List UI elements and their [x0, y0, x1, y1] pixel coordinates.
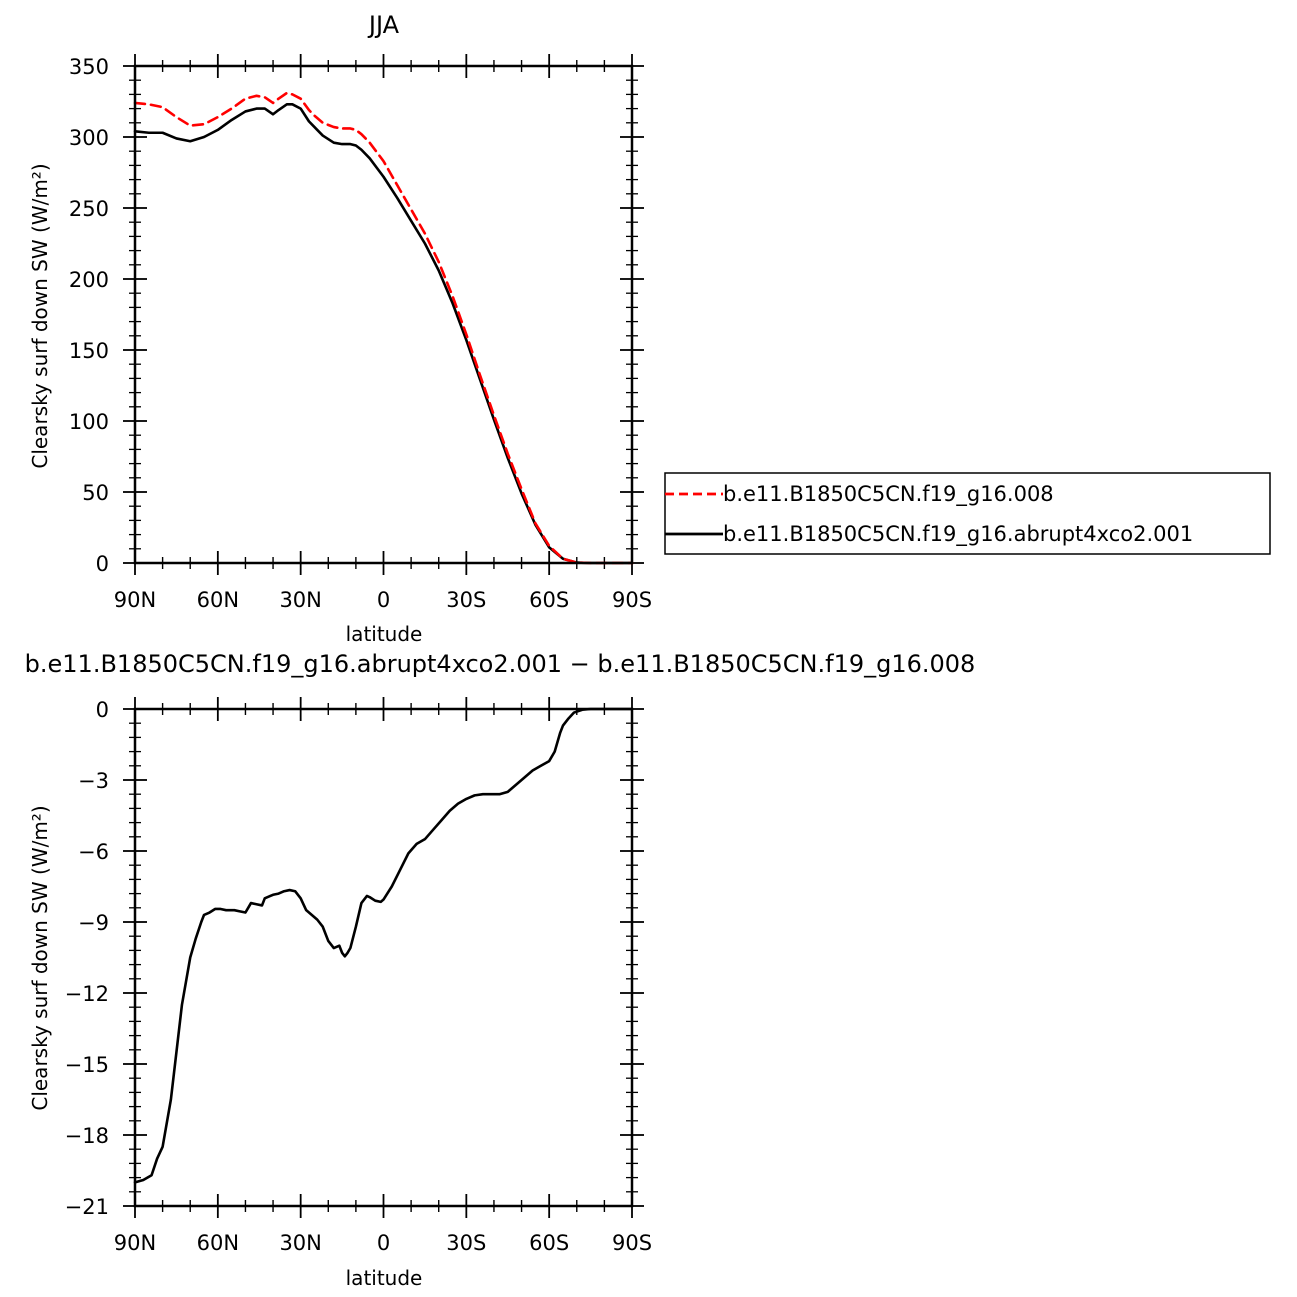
bottom-y-tick-label: −6: [78, 840, 109, 864]
bottom-x-tick-label: 90N: [114, 1231, 156, 1255]
bottom-y-tick-label: −3: [78, 769, 109, 793]
top-x-tick-label: 60N: [197, 588, 239, 612]
bottom-x-tick-label: 30S: [446, 1231, 486, 1255]
top-y-tick-label: 200: [69, 268, 109, 292]
bottom-x-axis-label: latitude: [346, 1266, 423, 1290]
bottom-plot-frame: [133, 707, 634, 1208]
top-series-line-1: [133, 103, 634, 565]
top-series-lines: [133, 91, 634, 565]
legend-label-abrupt4xco2: b.e11.B1850C5CN.f19_g16.abrupt4xco2.001: [723, 522, 1193, 547]
top-x-tick-label: 0: [377, 588, 390, 612]
top-chart-title: JJA: [367, 11, 400, 39]
top-y-tick-label: 350: [69, 55, 109, 79]
top-axes-ticks: 90N 60N 30N 0 30S 60S 90S 0 50 100 150 200 250 300 350: [69, 54, 652, 612]
bottom-x-tick-label: 30N: [279, 1231, 321, 1255]
top-y-axis-label: Clearsky surf down SW (W/m²): [28, 163, 52, 468]
bottom-series-lines: [133, 707, 634, 1184]
top-x-tick-label: 30N: [279, 588, 321, 612]
bottom-y-tick-label: −15: [65, 1053, 109, 1077]
top-y-tick-label: 50: [82, 481, 109, 505]
top-series-line-0: [133, 91, 634, 565]
legend-box: [664, 472, 1271, 555]
legend: b.e11.B1850C5CN.f19_g16.008 b.e11.B1850C…: [664, 472, 1271, 555]
bottom-chart-title: b.e11.B1850C5CN.f19_g16.abrupt4xco2.001 …: [25, 650, 976, 678]
bottom-panel: b.e11.B1850C5CN.f19_g16.abrupt4xco2.001 …: [25, 650, 976, 1290]
top-x-tick-label: 90N: [114, 588, 156, 612]
top-y-tick-label: 0: [96, 552, 109, 576]
top-y-tick-label: 150: [69, 339, 109, 363]
bottom-y-tick-label: −21: [65, 1195, 109, 1219]
top-y-tick-label: 100: [69, 410, 109, 434]
bottom-y-axis-label: Clearsky surf down SW (W/m²): [28, 805, 52, 1110]
bottom-x-tick-label: 60S: [529, 1231, 569, 1255]
top-x-tick-label: 60S: [529, 588, 569, 612]
top-plot-frame: [133, 64, 634, 565]
top-y-tick-label: 250: [69, 197, 109, 221]
bottom-y-tick-label: −9: [78, 911, 109, 935]
top-panel: JJA 90N 60N 30N 0 30S 60S 90S 0 50 100 150 200 250 30…: [28, 11, 1271, 646]
bottom-series-line-0: [133, 707, 634, 1184]
bottom-x-tick-label: 0: [377, 1231, 390, 1255]
bottom-x-tick-label: 60N: [197, 1231, 239, 1255]
bottom-y-tick-label: 0: [96, 698, 109, 722]
top-x-tick-label: 90S: [612, 588, 652, 612]
top-x-tick-label: 30S: [446, 588, 486, 612]
bottom-x-tick-label: 90S: [612, 1231, 652, 1255]
bottom-y-tick-label: −18: [65, 1124, 109, 1148]
legend-label-control: b.e11.B1850C5CN.f19_g16.008: [723, 482, 1054, 507]
top-y-tick-label: 300: [69, 126, 109, 150]
bottom-y-tick-label: −12: [65, 982, 109, 1006]
top-x-axis-label: latitude: [346, 622, 423, 646]
